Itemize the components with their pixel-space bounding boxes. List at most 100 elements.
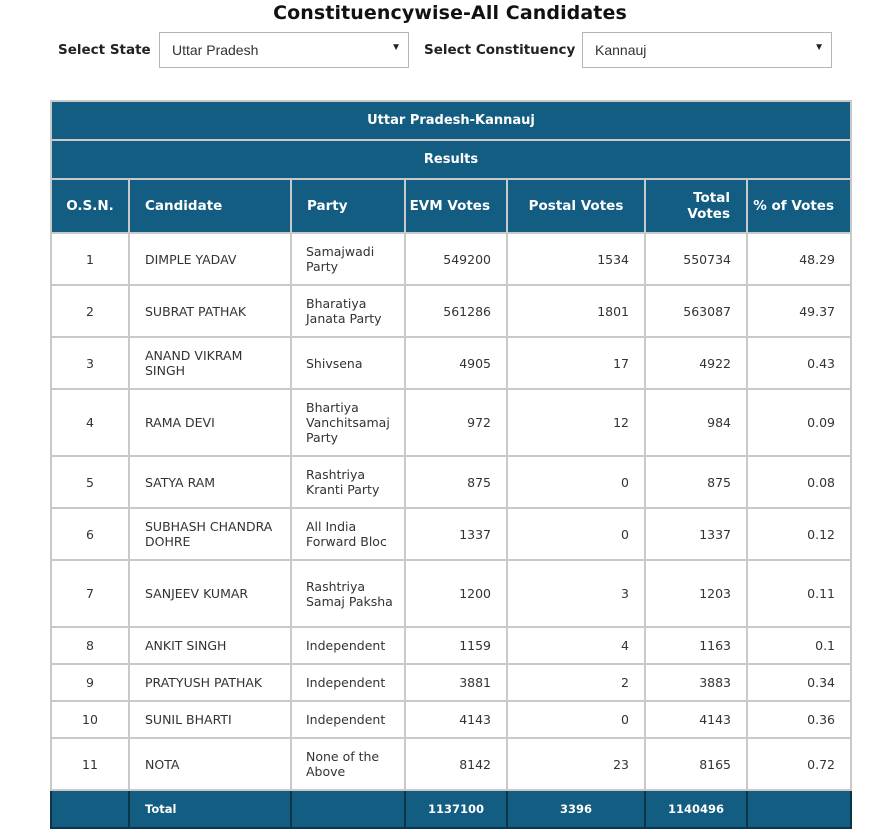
party-cell: Independent <box>290 663 406 702</box>
percent-votes-cell: 0.43 <box>745 336 853 390</box>
percent-votes-cell: 49.37 <box>745 284 853 338</box>
postal-votes-cell: 2 <box>506 663 646 702</box>
percent-votes-cell: 0.36 <box>745 700 853 739</box>
evm-votes-cell: 1337 <box>404 507 508 561</box>
percent-votes-cell: 0.08 <box>745 455 853 509</box>
evm-votes-cell: 549200 <box>404 232 508 286</box>
constituency-select-value: Kannauj <box>595 42 647 58</box>
select-state-label: Select State <box>58 42 151 58</box>
table-row: 6 SUBHASH CHANDRA DOHRE All India Forwar… <box>50 507 853 561</box>
candidate-cell: DIMPLE YADAV <box>128 232 292 286</box>
candidate-cell: RAMA DEVI <box>128 388 292 457</box>
postal-votes-cell: 3 <box>506 559 646 628</box>
percent-votes-cell: 0.72 <box>745 737 853 791</box>
percent-votes-cell: 0.12 <box>745 507 853 561</box>
evm-votes-cell: 1200 <box>404 559 508 628</box>
party-cell: Bhartiya Vanchitsamaj Party <box>290 388 406 457</box>
total-party-cell <box>290 789 406 829</box>
results-table: Uttar Pradesh-Kannauj Results O.S.N. Can… <box>49 100 853 829</box>
candidate-cell: ANAND VIKRAM SINGH <box>128 336 292 390</box>
party-cell: Rashtriya Kranti Party <box>290 455 406 509</box>
total-votes-cell: 984 <box>644 388 748 457</box>
table-row: 1 DIMPLE YADAV Samajwadi Party 549200 15… <box>50 232 853 286</box>
total-votes-cell: 1337 <box>644 507 748 561</box>
total-votes-cell: 875 <box>644 455 748 509</box>
total-osn-cell <box>50 789 130 829</box>
state-select-value: Uttar Pradesh <box>172 42 259 58</box>
party-cell: All India Forward Bloc <box>290 507 406 561</box>
percent-votes-cell: 0.1 <box>745 626 853 665</box>
caret-down-icon: ▼ <box>391 42 401 53</box>
select-constituency-label: Select Constituency <box>424 42 576 58</box>
page-title: Constituencywise-All Candidates <box>273 2 627 24</box>
total-votes-cell: 8165 <box>644 737 748 791</box>
total-postal-votes: 3396 <box>506 789 646 829</box>
osn-cell: 10 <box>50 700 130 739</box>
osn-cell: 2 <box>50 284 130 338</box>
table-row: 10 SUNIL BHARTI Independent 4143 0 4143 … <box>50 700 853 739</box>
total-percent-cell <box>745 789 853 829</box>
table-title: Uttar Pradesh-Kannauj <box>49 100 853 141</box>
percent-votes-cell: 48.29 <box>745 232 853 286</box>
party-cell: None of the Above <box>290 737 406 791</box>
table-row: 8 ANKIT SINGH Independent 1159 4 1163 0.… <box>50 626 853 665</box>
evm-votes-cell: 3881 <box>404 663 508 702</box>
postal-votes-cell: 1534 <box>506 232 646 286</box>
column-header-evm-votes: EVM Votes <box>404 178 508 234</box>
caret-down-icon: ▼ <box>814 42 824 53</box>
candidate-cell: ANKIT SINGH <box>128 626 292 665</box>
total-votes-cell: 4922 <box>644 336 748 390</box>
party-cell: Independent <box>290 626 406 665</box>
percent-votes-cell: 0.09 <box>745 388 853 457</box>
postal-votes-cell: 0 <box>506 700 646 739</box>
column-header-candidate: Candidate <box>128 178 292 234</box>
table-row: 2 SUBRAT PATHAK Bharatiya Janata Party 5… <box>50 284 853 338</box>
column-header-party: Party <box>290 178 406 234</box>
osn-cell: 5 <box>50 455 130 509</box>
table-subtitle: Results <box>49 139 853 180</box>
constituency-select[interactable]: Kannauj ▼ <box>582 32 832 68</box>
osn-cell: 7 <box>50 559 130 628</box>
postal-votes-cell: 4 <box>506 626 646 665</box>
total-votes-cell: 563087 <box>644 284 748 338</box>
postal-votes-cell: 0 <box>506 507 646 561</box>
candidate-cell: SATYA RAM <box>128 455 292 509</box>
party-cell: Samajwadi Party <box>290 232 406 286</box>
total-label: Total <box>128 789 292 829</box>
total-votes-cell: 550734 <box>644 232 748 286</box>
evm-votes-cell: 4905 <box>404 336 508 390</box>
state-select[interactable]: Uttar Pradesh ▼ <box>159 32 409 68</box>
postal-votes-cell: 0 <box>506 455 646 509</box>
column-header-postal-votes: Postal Votes <box>506 178 646 234</box>
candidate-cell: SUNIL BHARTI <box>128 700 292 739</box>
party-cell: Bharatiya Janata Party <box>290 284 406 338</box>
postal-votes-cell: 12 <box>506 388 646 457</box>
table-row: 5 SATYA RAM Rashtriya Kranti Party 875 0… <box>50 455 853 509</box>
total-total-votes: 1140496 <box>644 789 748 829</box>
osn-cell: 8 <box>50 626 130 665</box>
osn-cell: 11 <box>50 737 130 791</box>
table-row: 7 SANJEEV KUMAR Rashtriya Samaj Paksha 1… <box>50 559 853 628</box>
total-votes-cell: 1203 <box>644 559 748 628</box>
percent-votes-cell: 0.34 <box>745 663 853 702</box>
osn-cell: 6 <box>50 507 130 561</box>
total-evm-votes: 1137100 <box>404 789 508 829</box>
total-votes-cell: 3883 <box>644 663 748 702</box>
total-row: Total 1137100 3396 1140496 <box>50 789 853 829</box>
table-row: 11 NOTA None of the Above 8142 23 8165 0… <box>50 737 853 791</box>
total-votes-cell: 1163 <box>644 626 748 665</box>
osn-cell: 3 <box>50 336 130 390</box>
candidate-cell: SUBHASH CHANDRA DOHRE <box>128 507 292 561</box>
table-row: 9 PRATYUSH PATHAK Independent 3881 2 388… <box>50 663 853 702</box>
evm-votes-cell: 561286 <box>404 284 508 338</box>
evm-votes-cell: 972 <box>404 388 508 457</box>
column-header-osn: O.S.N. <box>50 178 130 234</box>
candidate-cell: SUBRAT PATHAK <box>128 284 292 338</box>
party-cell: Rashtriya Samaj Paksha <box>290 559 406 628</box>
osn-cell: 9 <box>50 663 130 702</box>
table-row: 4 RAMA DEVI Bhartiya Vanchitsamaj Party … <box>50 388 853 457</box>
column-header-total-votes: Total Votes <box>644 178 748 234</box>
candidate-cell: NOTA <box>128 737 292 791</box>
table-row: 3 ANAND VIKRAM SINGH Shivsena 4905 17 49… <box>50 336 853 390</box>
candidate-cell: PRATYUSH PATHAK <box>128 663 292 702</box>
